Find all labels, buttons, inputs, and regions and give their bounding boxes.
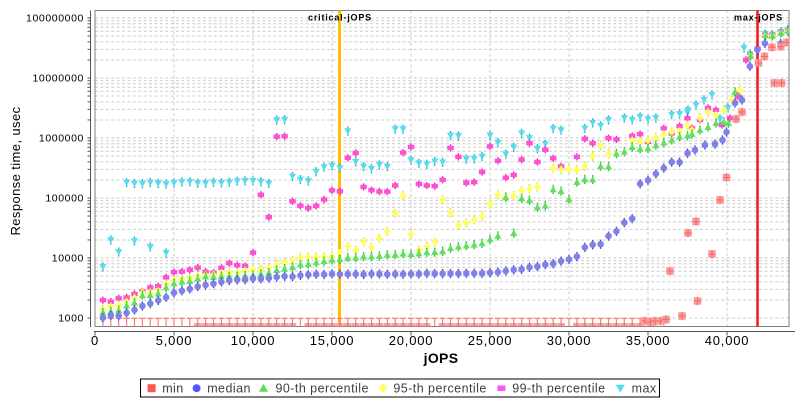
svg-text:10000000: 10000000 — [32, 73, 84, 85]
svg-text:40,000: 40,000 — [705, 333, 750, 348]
svg-text:95-th percentile: 95-th percentile — [393, 382, 486, 396]
svg-text:100000000: 100000000 — [26, 13, 84, 25]
svg-text:25,000: 25,000 — [468, 333, 513, 348]
svg-text:99-th percentile: 99-th percentile — [512, 382, 605, 396]
svg-text:35,000: 35,000 — [626, 333, 671, 348]
svg-text:15,000: 15,000 — [310, 333, 355, 348]
svg-text:jOPS: jOPS — [423, 350, 459, 366]
svg-text:max-jOPS: max-jOPS — [734, 13, 783, 23]
svg-text:critical-jOPS: critical-jOPS — [308, 13, 372, 23]
svg-text:20,000: 20,000 — [389, 333, 434, 348]
svg-text:Response time, usec: Response time, usec — [8, 106, 23, 235]
svg-text:0: 0 — [91, 333, 99, 348]
svg-text:30,000: 30,000 — [547, 333, 592, 348]
svg-text:1000000: 1000000 — [39, 133, 84, 145]
svg-text:median: median — [207, 382, 251, 396]
svg-text:100000: 100000 — [45, 193, 84, 205]
svg-text:max: max — [632, 382, 657, 396]
svg-text:90-th percentile: 90-th percentile — [276, 382, 369, 396]
svg-text:min: min — [162, 382, 184, 396]
svg-text:10,000: 10,000 — [231, 333, 276, 348]
svg-text:5,000: 5,000 — [156, 333, 193, 348]
svg-text:10000: 10000 — [52, 253, 84, 265]
svg-text:1000: 1000 — [58, 313, 84, 325]
